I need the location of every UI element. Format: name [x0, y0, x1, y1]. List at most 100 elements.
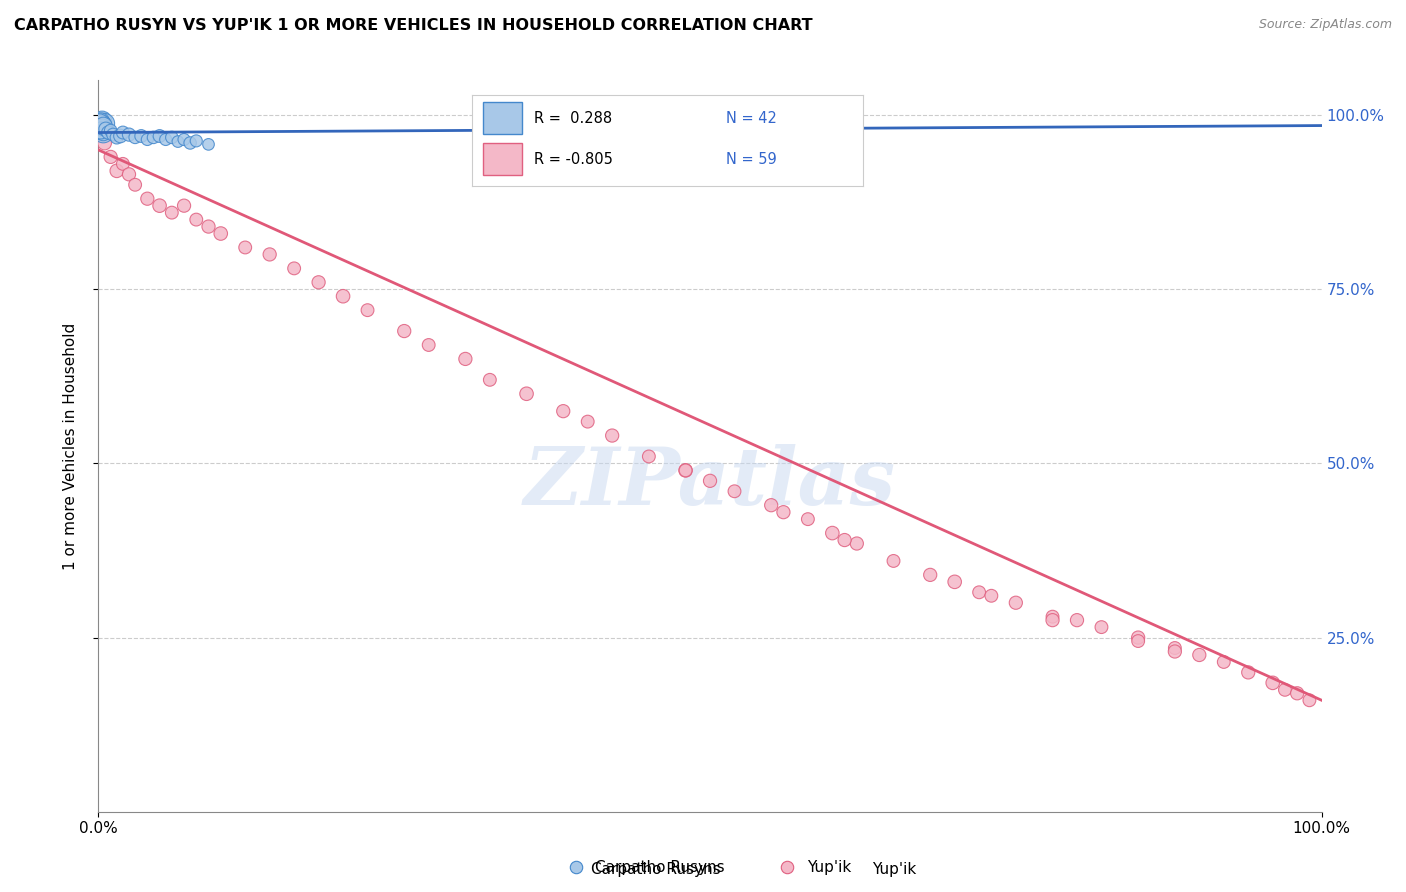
Text: N = 42: N = 42	[725, 111, 776, 126]
Point	[89, 120, 111, 134]
Point	[118, 128, 141, 142]
Point	[97, 126, 120, 140]
Point	[600, 428, 623, 442]
Point	[136, 132, 159, 146]
Text: CARPATHO RUSYN VS YUP'IK 1 OR MORE VEHICLES IN HOUSEHOLD CORRELATION CHART: CARPATHO RUSYN VS YUP'IK 1 OR MORE VEHIC…	[14, 18, 813, 33]
Point	[91, 122, 114, 136]
Point	[675, 463, 697, 477]
Point	[761, 498, 783, 512]
Point	[943, 574, 966, 589]
Point	[91, 117, 114, 131]
Point	[515, 386, 537, 401]
Point	[160, 130, 183, 145]
Point	[179, 136, 201, 150]
Point	[136, 192, 159, 206]
Point	[259, 247, 281, 261]
Point	[111, 126, 134, 140]
Bar	[484, 103, 523, 134]
Point	[91, 118, 114, 132]
Point	[772, 505, 794, 519]
Point	[576, 415, 599, 429]
Point	[553, 404, 575, 418]
Point	[197, 137, 219, 152]
Text: Yup'ik: Yup'ik	[807, 860, 851, 875]
Point	[1188, 648, 1211, 662]
Point	[91, 115, 114, 129]
Point	[101, 128, 124, 142]
Y-axis label: 1 or more Vehicles in Household: 1 or more Vehicles in Household	[63, 322, 77, 570]
Text: Source: ZipAtlas.com: Source: ZipAtlas.com	[1258, 18, 1392, 31]
Point	[454, 351, 477, 366]
Point	[1090, 620, 1112, 634]
Point	[834, 533, 856, 547]
Point	[332, 289, 354, 303]
Point	[1298, 693, 1320, 707]
Point	[93, 116, 115, 130]
Text: Carpatho Rusyns: Carpatho Rusyns	[596, 860, 725, 875]
Point	[478, 373, 501, 387]
Point	[821, 526, 844, 541]
Point	[1164, 644, 1187, 658]
Point	[1261, 676, 1284, 690]
Point	[209, 227, 232, 241]
Point	[1212, 655, 1234, 669]
Bar	[484, 144, 523, 176]
Point	[91, 120, 114, 135]
Point	[93, 136, 115, 150]
Text: ZIPatlas: ZIPatlas	[524, 444, 896, 521]
Point	[173, 199, 195, 213]
Point	[1066, 613, 1088, 627]
Point	[100, 123, 122, 137]
Point	[129, 128, 152, 143]
Point	[186, 134, 208, 148]
Point	[91, 126, 114, 140]
Point	[94, 122, 117, 136]
Point	[883, 554, 905, 568]
Point	[155, 132, 177, 146]
Point	[515, 128, 537, 143]
Point	[967, 585, 990, 599]
Text: R =  0.288: R = 0.288	[534, 111, 612, 126]
Point	[167, 135, 190, 149]
Point	[675, 463, 697, 477]
Point	[142, 130, 165, 145]
Point	[392, 324, 416, 338]
Point	[564, 860, 588, 874]
Point	[90, 114, 112, 128]
Point	[100, 150, 122, 164]
Point	[91, 120, 114, 134]
Point	[600, 128, 623, 142]
Point	[845, 536, 868, 550]
Point	[186, 212, 208, 227]
Point	[124, 130, 146, 145]
Point	[173, 132, 195, 146]
Point	[89, 122, 111, 136]
Point	[124, 178, 146, 192]
Point	[1164, 640, 1187, 655]
Point	[356, 303, 378, 318]
Point	[89, 123, 111, 137]
Point	[105, 164, 128, 178]
Point	[920, 567, 942, 582]
Point	[1128, 631, 1150, 645]
Point	[1237, 665, 1260, 680]
Text: R = -0.805: R = -0.805	[534, 152, 613, 167]
Point	[149, 199, 172, 213]
Point	[638, 450, 661, 464]
Point	[90, 122, 112, 136]
Point	[1274, 682, 1296, 697]
Point	[110, 128, 132, 143]
Point	[90, 119, 112, 133]
Point	[105, 130, 128, 145]
Point	[418, 338, 440, 352]
Point	[699, 474, 721, 488]
Point	[308, 275, 330, 289]
Point	[776, 860, 799, 874]
Point	[91, 113, 114, 128]
Point	[90, 123, 112, 137]
Point	[723, 484, 745, 499]
Point	[91, 126, 114, 140]
Point	[283, 261, 305, 276]
Point	[197, 219, 219, 234]
Point	[160, 205, 183, 219]
